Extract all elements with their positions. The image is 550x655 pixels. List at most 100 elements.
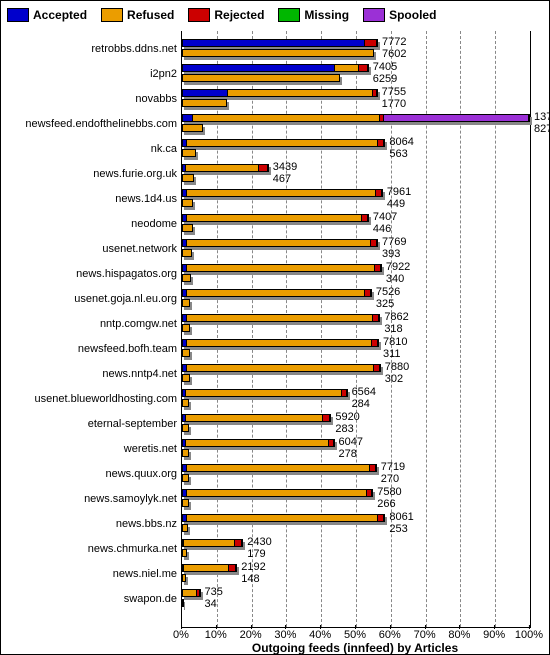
bar-segment: [187, 465, 370, 471]
bar-sub: [182, 124, 203, 132]
table-row: newsfeed.endofthelinebbs.com13796827: [182, 112, 530, 137]
bar-segment: [359, 65, 368, 71]
bar-total: [182, 389, 348, 397]
value-sub: 318: [384, 324, 402, 335]
legend-swatch: [7, 8, 29, 22]
row-label: news.niel.me: [2, 568, 177, 580]
bar-sub: [182, 374, 190, 382]
value-total: 8064: [389, 137, 413, 148]
x-tick: 100%: [515, 629, 543, 641]
legend-item: Rejected: [188, 8, 264, 22]
value-sub: 302: [385, 374, 403, 385]
bar-segment: [373, 90, 377, 96]
bar-segment: [362, 215, 368, 221]
row-label: news.samoylyk.net: [2, 493, 177, 505]
value-sub: 1770: [382, 99, 406, 110]
row-label: news.quux.org: [2, 468, 177, 480]
row-label: i2pn2: [2, 68, 177, 80]
bar-segment: [193, 115, 380, 121]
value-sub: 325: [376, 299, 394, 310]
value-total: 7719: [381, 462, 405, 473]
legend-item: Accepted: [7, 8, 87, 22]
legend-swatch: [188, 8, 210, 22]
value-sub: 563: [389, 149, 407, 160]
table-row: nntp.comgw.net7862318: [182, 312, 530, 337]
table-row: news.nntp4.net7880302: [182, 362, 530, 387]
bar-segment: [187, 490, 367, 496]
x-tick: 70%: [414, 629, 436, 641]
row-label: swapon.de: [2, 593, 177, 605]
row-label: news.nntp4.net: [2, 368, 177, 380]
row-label: usenet.blueworldhosting.com: [2, 393, 177, 405]
table-row: newsfeed.bofh.team7810311: [182, 337, 530, 362]
x-tick: 30%: [274, 629, 296, 641]
bar-segment: [187, 240, 371, 246]
table-row: usenet.blueworldhosting.com6564284: [182, 387, 530, 412]
table-row: news.niel.me2192148: [182, 562, 530, 587]
value-sub: 179: [247, 549, 265, 560]
table-row: usenet.goja.nl.eu.org7526325: [182, 287, 530, 312]
value-sub: 253: [389, 524, 407, 535]
value-total: 13796: [534, 112, 550, 123]
bar-total: [182, 364, 381, 372]
bar-segment: [384, 115, 529, 121]
bar-sub: [182, 199, 193, 207]
bar-segment: [235, 540, 243, 546]
value-sub: 449: [387, 199, 405, 210]
bar-segment: [184, 565, 229, 571]
legend-label: Accepted: [33, 8, 87, 22]
bar-segment: [378, 515, 384, 521]
bar-segment: [186, 390, 341, 396]
bar-segment: [187, 265, 375, 271]
bar-segment: [373, 315, 379, 321]
bar-total: [182, 139, 385, 147]
legend-item: Spooled: [363, 8, 436, 22]
bar-total: [182, 214, 369, 222]
row-label: newsfeed.endofthelinebbs.com: [2, 118, 177, 130]
row-label: news.hispagatos.org: [2, 268, 177, 280]
bar-total: [182, 564, 237, 572]
row-label: news.1d4.us: [2, 193, 177, 205]
bar-total: [182, 414, 331, 422]
bar-sub: [182, 549, 187, 557]
bar-segment: [229, 565, 236, 571]
bar-segment: [335, 65, 359, 71]
row-label: newsfeed.bofh.team: [2, 343, 177, 355]
bar-segment: [371, 240, 377, 246]
rows: retrobbs.ddns.net77727602i2pn274056259no…: [182, 37, 530, 612]
bar-total: [182, 164, 269, 172]
bar-total: [182, 539, 243, 547]
value-sub: 148: [241, 574, 259, 585]
value-sub: 827: [534, 124, 550, 135]
bar-segment: [186, 440, 329, 446]
value-total: 7772: [382, 37, 406, 48]
bar-total: [182, 114, 530, 122]
bar-segment: [183, 40, 365, 46]
value-sub: 278: [339, 449, 357, 460]
bar-segment: [187, 515, 378, 521]
bar-segment: [259, 165, 267, 171]
bar-sub: [182, 99, 227, 107]
x-axis-label: Outgoing feeds (innfeed) by Articles: [181, 641, 529, 655]
x-tick: 10%: [205, 629, 227, 641]
bar-total: [182, 314, 380, 322]
bar-shadow: [184, 602, 185, 610]
bar-sub: [182, 599, 184, 607]
bar-segment: [183, 90, 228, 96]
value-sub: 446: [373, 224, 391, 235]
bar-total: [182, 514, 385, 522]
bar-segment: [187, 190, 376, 196]
value-sub: 7602: [382, 49, 406, 60]
bar-segment: [367, 490, 373, 496]
value-total: 5920: [335, 412, 359, 423]
x-tick: 40%: [309, 629, 331, 641]
bar-segment: [329, 440, 334, 446]
value-sub: 270: [381, 474, 399, 485]
legend-item: Missing: [278, 8, 349, 22]
bar-sub: [182, 499, 189, 507]
table-row: novabbs77551770: [182, 87, 530, 112]
value-sub: 284: [352, 399, 370, 410]
value-sub: 283: [335, 424, 353, 435]
table-row: weretis.net6047278: [182, 437, 530, 462]
bar-sub: [182, 224, 193, 232]
